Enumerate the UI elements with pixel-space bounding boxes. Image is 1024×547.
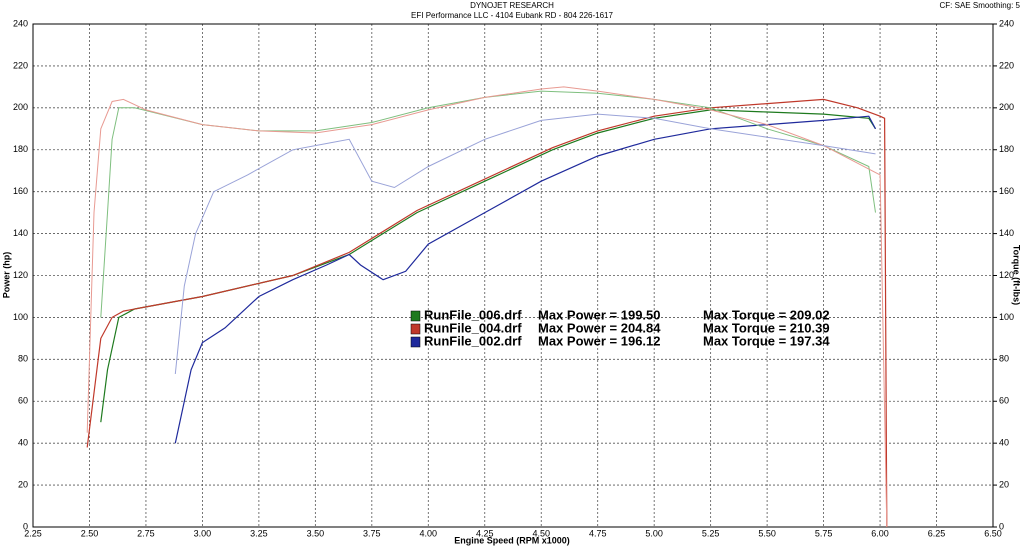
- y2-tick-label: 160: [999, 186, 1014, 196]
- legend-power: Max Power = 204.84: [538, 320, 661, 335]
- legend-torque: Max Torque = 197.34: [703, 333, 830, 348]
- y-tick-label: 220: [13, 60, 28, 70]
- y-tick-label: 100: [13, 312, 28, 322]
- x-tick-label: 5.75: [815, 528, 833, 538]
- legend-swatch: [410, 336, 421, 348]
- y-tick-label: 200: [13, 102, 28, 112]
- y-tick-label: 20: [18, 479, 28, 489]
- x-tick-label: 4.25: [476, 528, 494, 538]
- legend-torque: Max Torque = 209.02: [703, 307, 830, 322]
- x-tick-label: 4.75: [589, 528, 607, 538]
- y2-tick-label: 0: [999, 521, 1004, 531]
- y2-tick-label: 60: [999, 396, 1009, 406]
- torque-line: [100, 90, 876, 318]
- legend-name: RunFile_002.drf: [424, 333, 522, 348]
- y2-tick-label: 80: [999, 354, 1009, 364]
- y2-tick-label: 200: [999, 102, 1014, 112]
- y-tick-label: 80: [18, 354, 28, 364]
- x-tick-label: 6.00: [871, 528, 889, 538]
- x-tick-label: 3.75: [363, 528, 381, 538]
- y-axis-label: Power (hp): [1, 252, 11, 299]
- y2-tick-label: 20: [999, 479, 1009, 489]
- y2-tick-label: 220: [999, 60, 1014, 70]
- x-tick-label: 3.25: [250, 528, 268, 538]
- x-tick-label: 2.25: [24, 528, 42, 538]
- y2-tick-label: 240: [999, 18, 1014, 28]
- x-tick-label: 6.50: [984, 528, 1002, 538]
- x-tick-label: 4.00: [420, 528, 438, 538]
- x-axis-label: Engine Speed (RPM x1000): [454, 535, 570, 545]
- x-tick-label: 5.00: [645, 528, 663, 538]
- torque-line: [174, 113, 876, 375]
- legend-power: Max Power = 199.50: [538, 307, 661, 322]
- x-tick-label: 5.50: [758, 528, 776, 538]
- power-line: [100, 109, 877, 423]
- y-tick-label: 60: [18, 396, 28, 406]
- y-tick-label: 240: [13, 18, 28, 28]
- legend-name: RunFile_006.drf: [424, 307, 522, 322]
- legend-swatch: [410, 323, 421, 335]
- legend-power: Max Power = 196.12: [538, 333, 661, 348]
- x-tick-label: 4.50: [532, 528, 550, 538]
- x-tick-label: 3.50: [307, 528, 325, 538]
- x-tick-label: 2.75: [137, 528, 155, 538]
- plot-border: [32, 23, 994, 528]
- legend-name: RunFile_004.drf: [424, 320, 522, 335]
- power-line: [174, 115, 877, 444]
- y-tick-label: 160: [13, 186, 28, 196]
- y2-tick-label: 40: [999, 438, 1009, 448]
- y-tick-label: 0: [23, 521, 28, 531]
- x-tick-label: 6.25: [928, 528, 946, 538]
- power-line: [86, 98, 888, 528]
- corner-note: CF: SAE Smoothing: 5: [940, 1, 1021, 10]
- y2-tick-label: 180: [999, 144, 1014, 154]
- x-tick-label: 5.25: [702, 528, 720, 538]
- y-tick-label: 120: [13, 270, 28, 280]
- y2-tick-label: 140: [999, 228, 1014, 238]
- y-tick-label: 140: [13, 228, 28, 238]
- chart-subtitle: EFI Performance LLC - 4104 Eubank RD - 8…: [411, 11, 613, 20]
- y-tick-label: 40: [18, 438, 28, 448]
- y-tick-label: 180: [13, 144, 28, 154]
- chart-title: DYNOJET RESEARCH: [470, 1, 554, 10]
- y2-tick-label: 120: [999, 270, 1014, 280]
- y2-tick-label: 100: [999, 312, 1014, 322]
- x-tick-label: 2.50: [81, 528, 99, 538]
- torque-line: [86, 86, 888, 528]
- x-tick-label: 3.00: [194, 528, 212, 538]
- legend-torque: Max Torque = 210.39: [703, 320, 830, 335]
- y2-axis-label: Torque (ft-lbs): [1012, 245, 1022, 305]
- legend-swatch: [410, 310, 421, 322]
